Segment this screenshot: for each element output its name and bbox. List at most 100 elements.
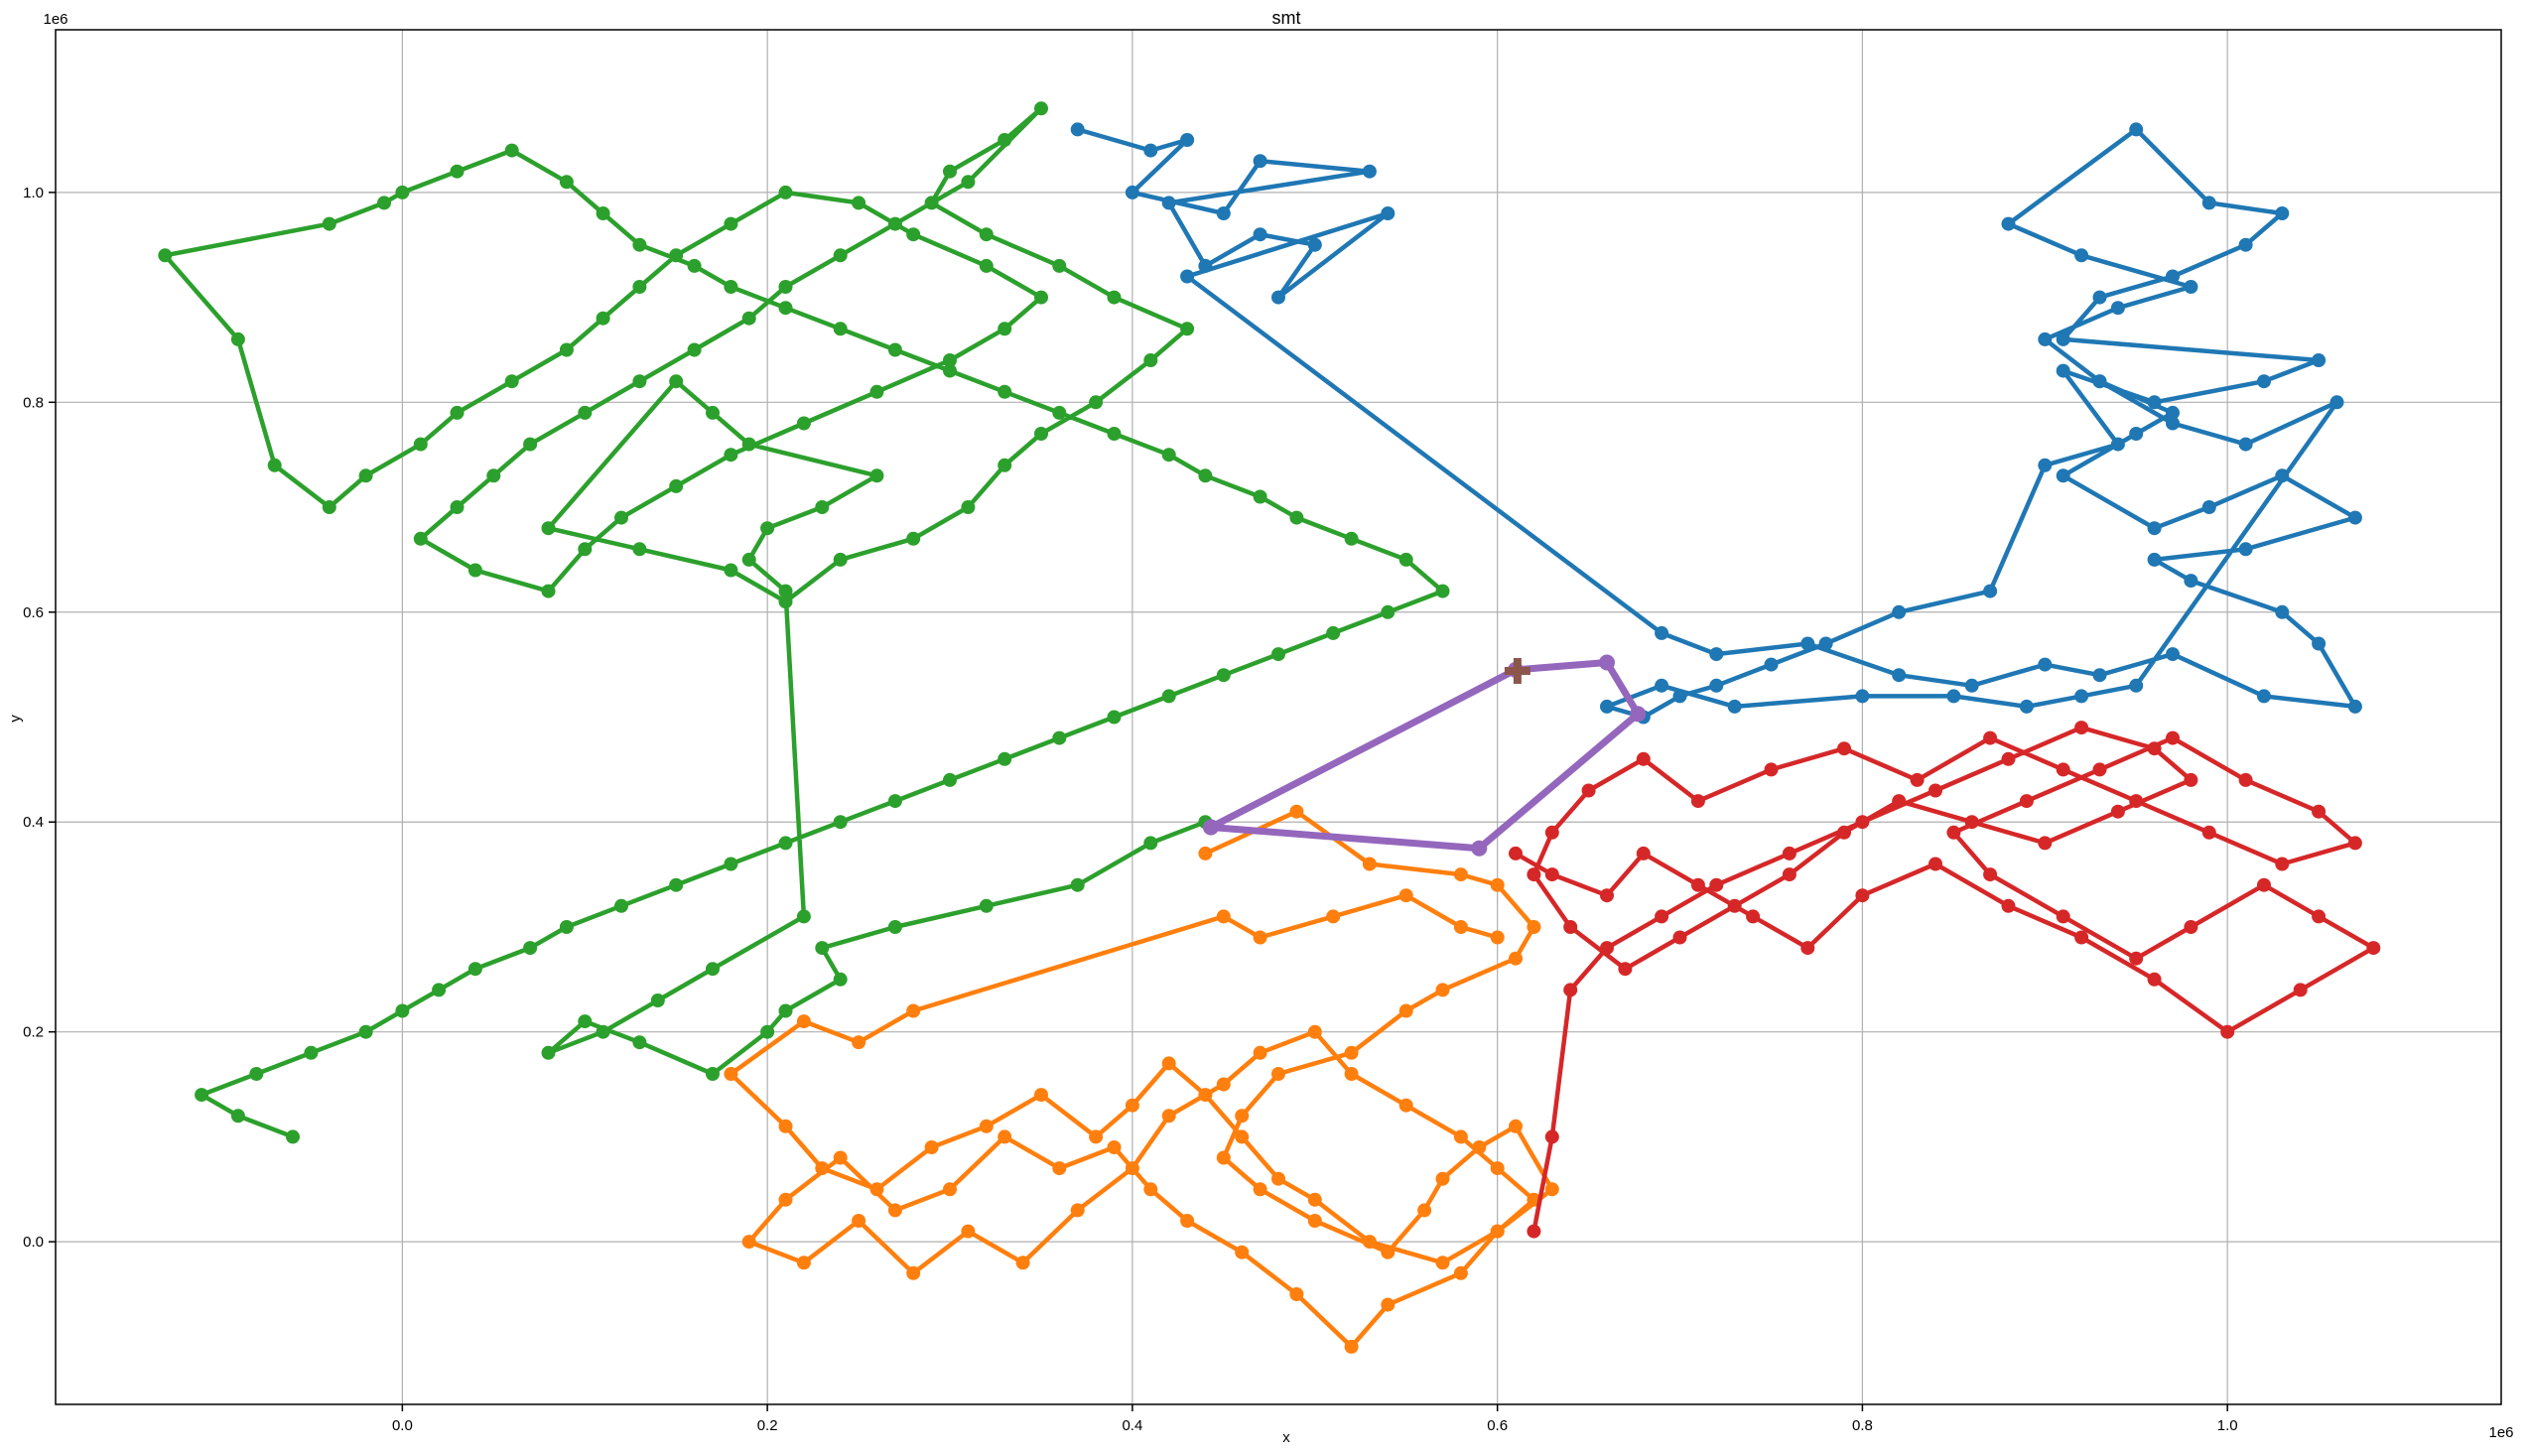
data-point [230,1109,245,1124]
data-point [741,311,756,326]
data-point [504,143,519,158]
data-point [1563,983,1578,997]
data-point [1344,1067,1359,1081]
data-point [1563,920,1578,934]
data-point [1727,699,1742,714]
data-point [724,857,738,871]
data-point [669,478,684,493]
data-point [2074,721,2089,735]
data-point [467,962,482,977]
data-point [2001,216,2016,231]
data-point [1180,322,1195,336]
plot-area [158,101,2381,1354]
series-group [1070,122,2362,725]
data-point [2074,689,2089,704]
data-point [906,1265,921,1280]
data-point [887,1203,902,1218]
data-point [1630,706,1647,723]
data-point [1818,636,1833,651]
data-point [1070,877,1085,892]
data-point [1928,783,1942,798]
data-point [2092,668,2107,683]
data-point [961,500,976,514]
data-point [778,584,793,598]
data-point [2293,983,2308,997]
data-point [998,751,1012,766]
data-point [943,772,957,787]
data-point [852,1035,866,1050]
data-point [1800,636,1815,651]
data-point [1527,867,1541,882]
data-point [2166,405,2180,420]
data-point [2166,647,2180,662]
data-point [778,836,793,851]
data-point [2184,280,2198,294]
data-point [1453,1265,1468,1280]
data-point [1381,1297,1396,1312]
data-point [2019,794,2034,809]
data-point [1216,909,1231,924]
data-point [1034,427,1048,441]
data-point [833,1150,848,1165]
data-point [2001,751,2016,766]
data-point [1235,1129,1250,1144]
data-point [2147,552,2162,567]
data-point [2092,374,2107,389]
data-point [2312,353,2327,367]
data-point [559,175,574,190]
series-line [1075,127,2358,720]
data-point [833,322,848,336]
data-point [979,258,994,273]
data-point [1143,143,1158,158]
data-point [1235,1245,1250,1259]
series-line [1207,659,1642,853]
data-point [1855,888,1870,903]
data-point [1198,258,1213,273]
data-point [869,1182,884,1197]
data-point [1344,1339,1359,1354]
data-point [322,216,336,231]
data-point [1271,1171,1285,1186]
data-point [1837,741,1851,756]
data-point [1600,941,1614,956]
data-point [778,1119,793,1133]
y-tick-label: 1.0 [23,185,44,201]
data-point [1527,1224,1541,1239]
data-point [2129,951,2144,966]
data-point [1983,730,1998,745]
data-point [687,342,702,357]
data-point [523,437,538,452]
data-point [2166,416,2180,431]
data-point [741,1235,756,1250]
data-point [1398,1003,1413,1018]
data-point [395,185,410,199]
data-point [852,196,866,210]
data-point [1326,625,1341,640]
data-point [887,216,902,231]
data-point [1253,1182,1267,1197]
data-point [1471,840,1488,857]
data-point [358,468,373,483]
data-point [1690,877,1705,892]
data-point [1398,552,1413,567]
data-point [1216,668,1231,683]
data-point [1946,825,1961,840]
data-point [1398,888,1413,903]
data-point [1307,237,1322,252]
data-point [578,542,593,557]
data-point [1855,815,1870,830]
data-point [906,531,921,546]
data-point [833,815,848,830]
series-line [1513,725,2376,1234]
data-point [450,500,465,514]
data-point [1435,983,1450,997]
data-point [1143,1182,1158,1197]
data-point [578,405,593,420]
series-group [158,101,1450,1144]
data-point [2275,206,2290,220]
data-point [687,258,702,273]
data-point [2312,909,2327,924]
data-point [2110,804,2125,819]
data-point [1964,815,1979,830]
